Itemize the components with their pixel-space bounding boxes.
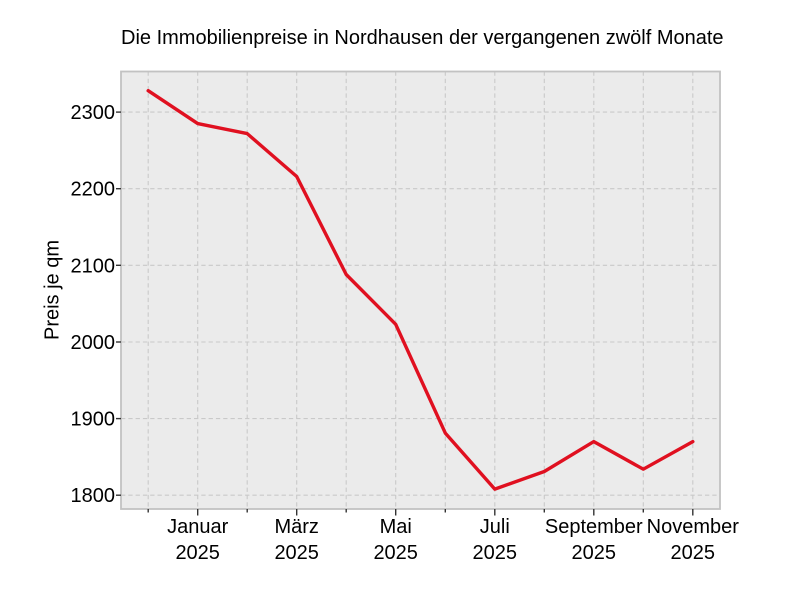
x-tick-label-month: September — [545, 516, 643, 538]
x-tick-label-month: Juli — [480, 516, 510, 538]
x-tick-label-year: 2025 — [373, 542, 418, 564]
y-tick-label: 1800 — [71, 485, 116, 507]
y-tick-label: 1900 — [71, 409, 116, 431]
y-tick-label: 2000 — [71, 332, 116, 354]
x-tick-label-month: Januar — [167, 516, 228, 538]
x-tick-label-year: 2025 — [274, 542, 319, 564]
x-tick-label-month: Mai — [380, 516, 412, 538]
chart-title: Die Immobilienpreise in Nordhausen der v… — [121, 27, 724, 49]
plot-border — [120, 70, 721, 510]
price-line — [146, 88, 695, 491]
x-tick-label-year: 2025 — [572, 542, 617, 564]
x-tick-label-month: März — [274, 516, 318, 538]
y-tick-label: 2100 — [71, 255, 116, 277]
plot-background — [121, 71, 720, 509]
x-tick-label-year: 2025 — [671, 542, 716, 564]
x-tick-label-year: 2025 — [175, 542, 220, 564]
y-tick-label: 2300 — [71, 102, 116, 124]
x-tick-label-year: 2025 — [473, 542, 518, 564]
y-tick-label: 2200 — [71, 179, 116, 201]
x-tick-label-month: November — [647, 516, 740, 538]
